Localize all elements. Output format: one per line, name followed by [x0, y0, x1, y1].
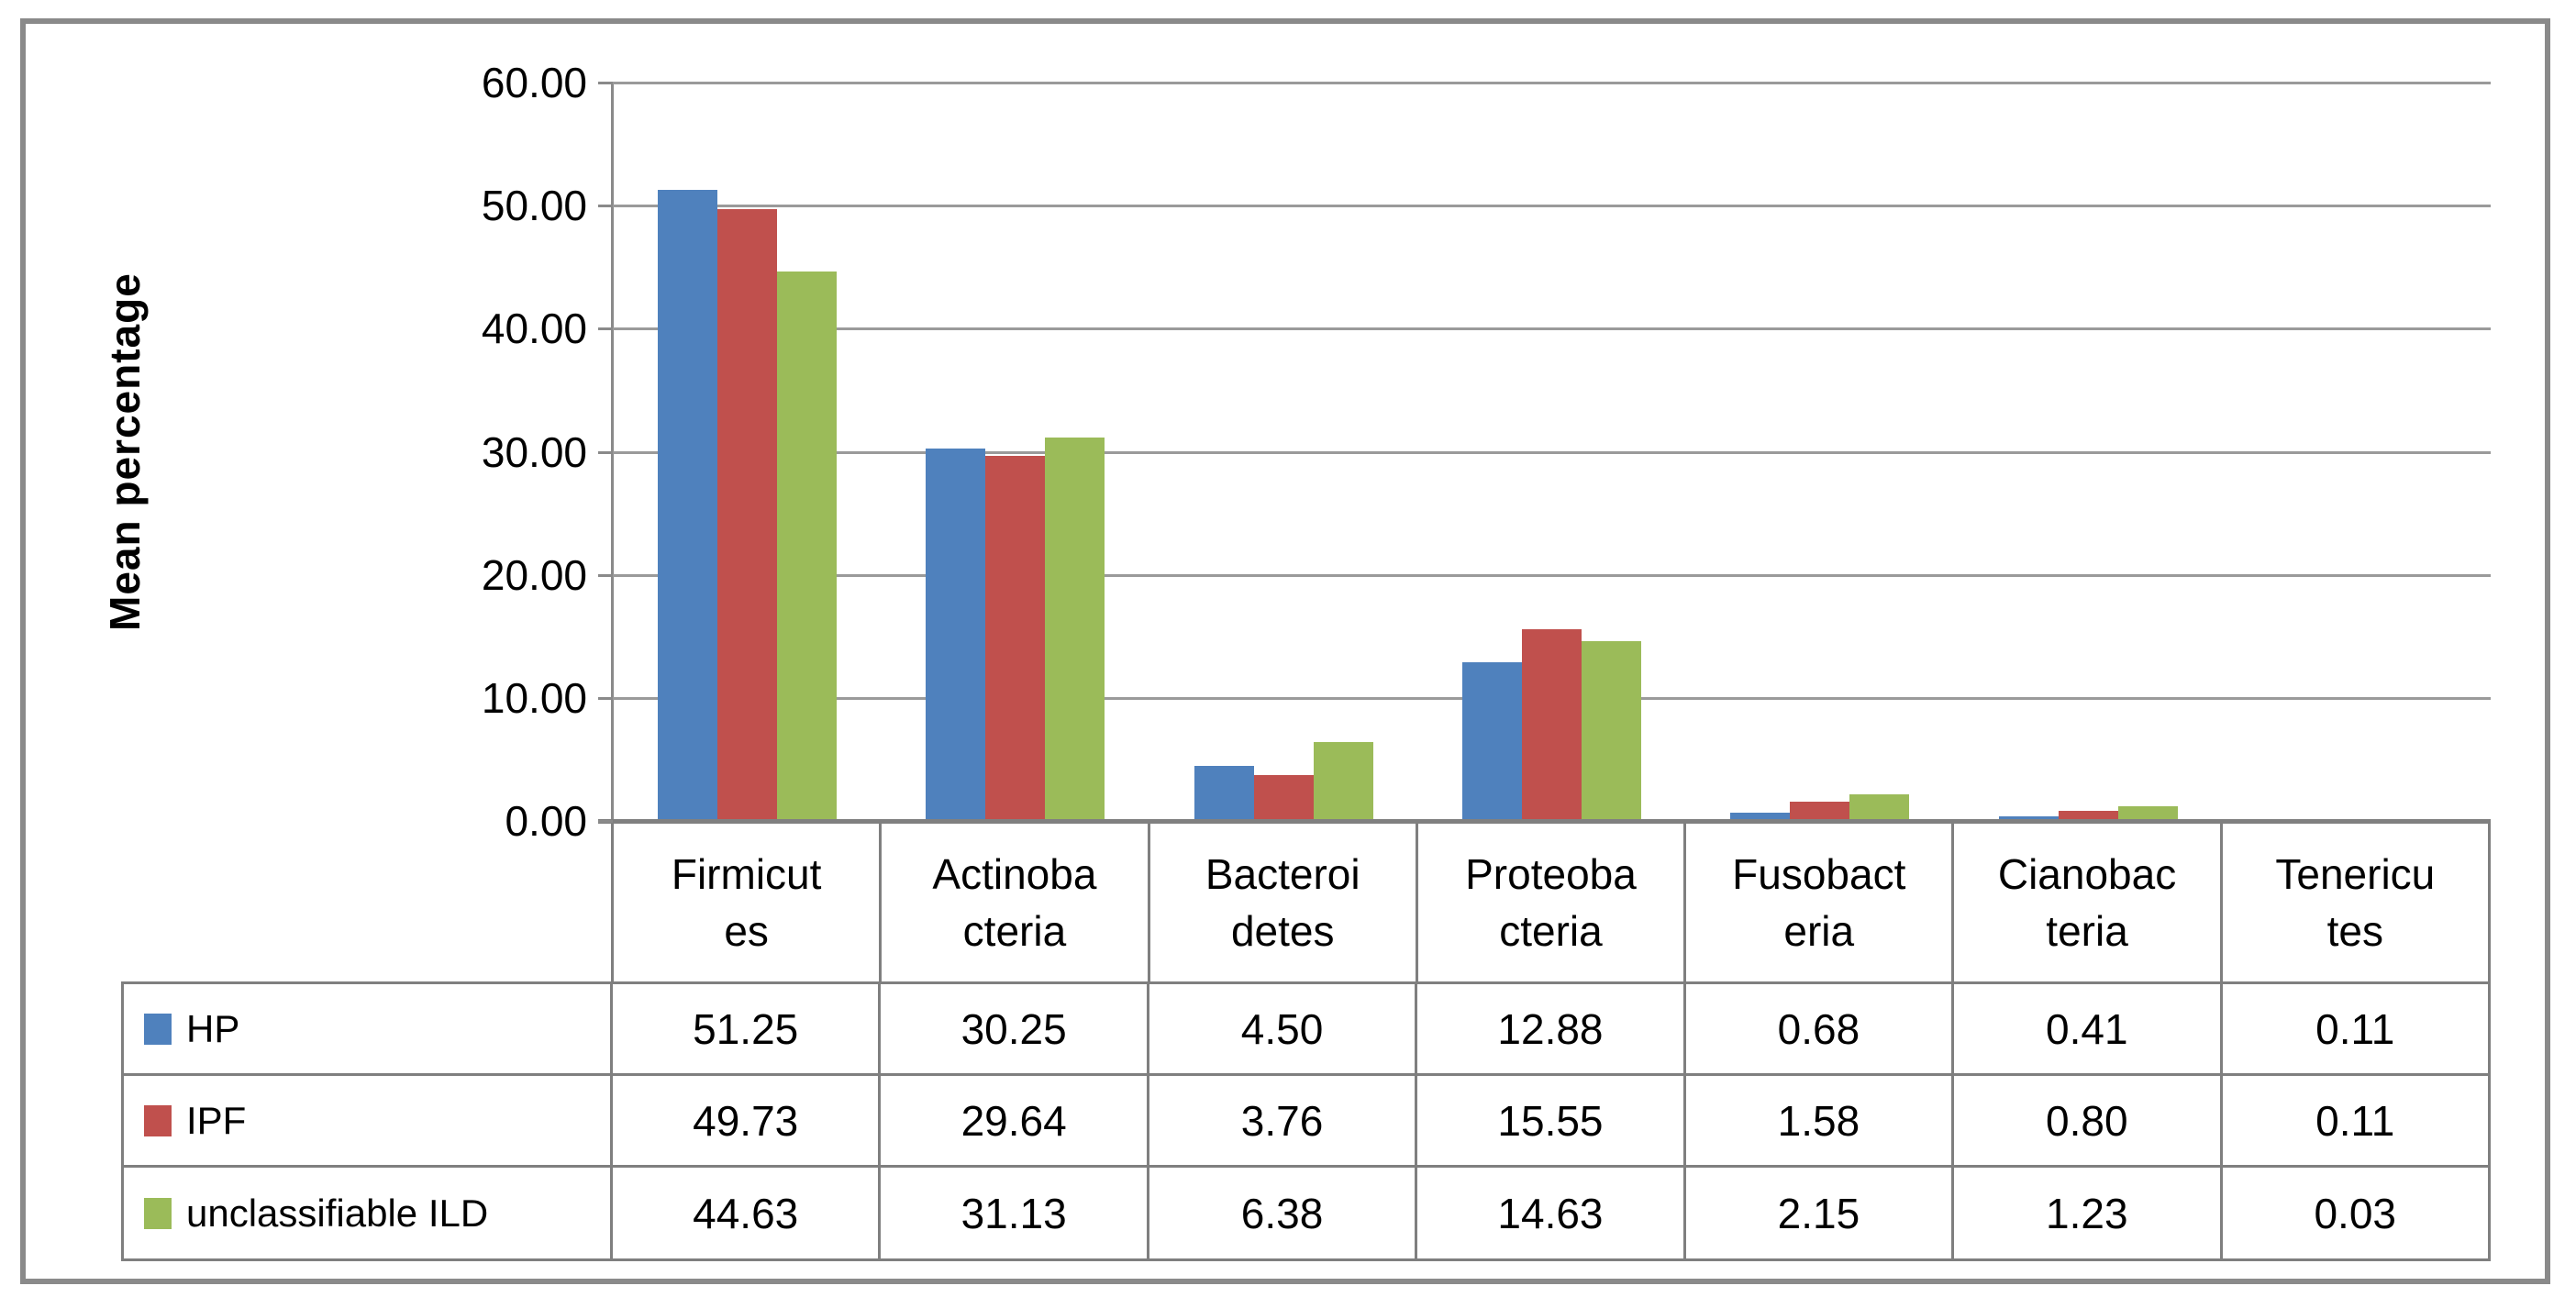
y-axis-tick-mark [598, 205, 613, 208]
table-value-cell: 0.41 [1954, 984, 2223, 1073]
table-value-cell: 1.58 [1686, 1076, 1955, 1165]
table-value-cell: 29.64 [881, 1076, 1149, 1165]
y-axis-tick-label: 0.00 [505, 797, 587, 845]
y-axis-tick-mark [598, 327, 613, 331]
table-value-cell: 49.73 [613, 1076, 882, 1165]
bar-unclassifiable-ILD-Bacteroidetes [1313, 742, 1373, 821]
table-value-cell: 31.13 [881, 1168, 1149, 1258]
legend-color-key-HP [144, 1013, 172, 1045]
table-value-cell: 51.25 [613, 984, 882, 1073]
bar-IPF-Actinobacteria [985, 456, 1046, 821]
y-axis-tick-mark [598, 450, 613, 454]
table-value-cell: 4.50 [1149, 984, 1418, 1073]
table-value-cell: 2.15 [1686, 1168, 1955, 1258]
category-label-line: teria [2046, 907, 2128, 955]
table-value-cell: 0.68 [1686, 984, 1955, 1073]
category-label-line: Proteoba [1465, 850, 1637, 898]
bar-IPF-Bacteroidetes [1253, 774, 1314, 821]
gridline [613, 205, 2491, 208]
bar-unclassifiable-ILD-Actinobacteria [1045, 438, 1105, 821]
bar-IPF-Fusobacteria [1790, 801, 1850, 821]
legend-color-key-unclassifiable-ILD [144, 1197, 172, 1229]
y-axis-tick-mark [598, 573, 613, 577]
gridline [613, 327, 2491, 331]
bar-HP-Cianobacteria [1998, 815, 2059, 821]
table-value-cell: 3.76 [1149, 1076, 1418, 1165]
bar-IPF-Firmicutes [716, 208, 777, 821]
category-label-line: cteria [962, 907, 1067, 955]
table-value-cell: 1.23 [1954, 1168, 2223, 1258]
bar-HP-Fusobacteria [1730, 812, 1791, 821]
bar-unclassifiable-ILD-Cianobacteria [2117, 805, 2178, 821]
y-axis-tick-label: 10.00 [481, 673, 587, 722]
legend-cell: HP [124, 984, 613, 1073]
gridline [613, 450, 2491, 454]
category-label-line: Fusobact [1732, 850, 1906, 898]
data-table: HP 51.25 30.25 4.50 12.88 0.68 0.41 0.11 IPF 49.7… [121, 981, 2491, 1261]
table-value-cell: 0.11 [2223, 984, 2491, 1073]
bar-HP-Firmicutes [657, 190, 717, 821]
y-axis-tick-label: 40.00 [481, 305, 587, 353]
y-axis-tick-label: 60.00 [481, 59, 587, 106]
category-label-line: tes [2326, 907, 2384, 955]
legend-series-name: IPF [186, 1098, 247, 1142]
category-header-cell: Cianobac teria [1954, 824, 2223, 981]
x-axis-line [598, 819, 2491, 824]
category-header-cell: Firmicut es [614, 824, 883, 981]
bar-IPF-Proteobacteria [1522, 629, 1582, 821]
legend-series-name: HP [186, 1006, 240, 1050]
table-row: unclassifiable ILD 44.63 31.13 6.38 14.63 2.1… [124, 1168, 2491, 1261]
legend-cell: unclassifiable ILD [124, 1168, 613, 1258]
category-label-line: cteria [1499, 907, 1603, 955]
category-label-line: Actinoba [932, 850, 1097, 898]
table-value-cell: 12.88 [1417, 984, 1686, 1073]
bar-unclassifiable-ILD-Proteobacteria [1582, 640, 1641, 821]
category-label-line: Cianobac [1997, 850, 2177, 898]
bar-unclassifiable-ILD-Firmicutes [776, 272, 837, 821]
table-row: HP 51.25 30.25 4.50 12.88 0.68 0.41 0.11 [124, 984, 2491, 1076]
category-header-cell: Proteoba cteria [1418, 824, 1687, 981]
category-label-line: Firmicut [671, 850, 822, 898]
category-label-line: eria [1783, 907, 1855, 955]
category-header-cell: Fusobact eria [1686, 824, 1955, 981]
category-label-line: Bacteroi [1205, 850, 1360, 898]
gridline [613, 82, 2491, 84]
table-value-cell: 44.63 [613, 1168, 882, 1258]
y-axis-tick-mark [598, 82, 613, 84]
legend-series-name: unclassifiable ILD [186, 1191, 489, 1235]
table-row: IPF 49.73 29.64 3.76 15.55 1.58 0.80 0.11 [124, 1076, 2491, 1168]
category-header-cell: Actinoba cteria [882, 824, 1150, 981]
table-value-cell: 0.80 [1954, 1076, 2223, 1165]
bar-HP-Bacteroidetes [1194, 765, 1254, 821]
gridline [613, 573, 2491, 577]
y-axis-tick-mark [598, 820, 613, 823]
y-axis-tick-label: 20.00 [481, 550, 587, 599]
legend-color-key-IPF [144, 1104, 172, 1136]
table-value-cell: 6.38 [1149, 1168, 1418, 1258]
category-header-cell: Bacteroi detes [1150, 824, 1418, 981]
y-axis-tick-mark [598, 696, 613, 700]
table-value-cell: 14.63 [1417, 1168, 1686, 1258]
legend-cell: IPF [124, 1076, 613, 1165]
bar-HP-Actinobacteria [926, 449, 986, 821]
y-axis-title: Mean percentage [101, 272, 149, 631]
table-value-cell: 0.03 [2223, 1168, 2491, 1258]
plot-area [613, 82, 2491, 821]
category-label-line: es [724, 907, 769, 955]
category-label-line: detes [1230, 907, 1335, 955]
bar-HP-Proteobacteria [1462, 662, 1522, 821]
table-value-cell: 30.25 [881, 984, 1149, 1073]
category-header-cell: Tenericu tes [2223, 824, 2491, 981]
category-label-line: Tenericu [2275, 850, 2436, 898]
table-value-cell: 15.55 [1417, 1076, 1686, 1165]
table-value-cell: 0.11 [2223, 1076, 2491, 1165]
y-axis-tick-label: 30.00 [481, 427, 587, 476]
y-axis-tick-label: 50.00 [481, 182, 587, 230]
category-axis-labels: Firmicut es Actinoba cteria Bacteroi detes Pro… [611, 824, 2491, 981]
bar-unclassifiable-ILD-Fusobacteria [1849, 794, 1910, 821]
bar-IPF-Cianobacteria [2058, 811, 2118, 821]
